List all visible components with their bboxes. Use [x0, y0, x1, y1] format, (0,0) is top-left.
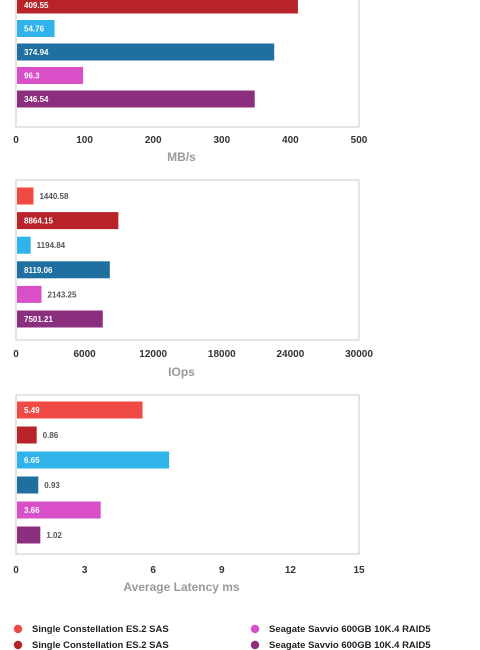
chart-panel-1: 1440.58 8864.15 1194.84 8119.06 2143.25 7501.…: [13, 179, 373, 379]
bar-value-label: 1440.58: [39, 192, 68, 201]
bar-series-0: [17, 401, 143, 419]
chart-panel-0: 409.55 54.76 374.94 96.3 346.54 0 100 200 300 400…: [13, 0, 368, 164]
legend-marker: [250, 640, 260, 650]
bar-series-3: [17, 261, 110, 279]
x-tick-label: 6000: [73, 349, 96, 360]
legend-marker: [13, 640, 23, 650]
x-tick-label: 0: [13, 349, 19, 360]
x-tick-label: 500: [351, 135, 368, 146]
x-axis-title: IOps: [168, 365, 195, 379]
bar-series-5: [17, 90, 255, 108]
bar-value-label: 0.86: [43, 431, 59, 440]
bar-value-label: 54.76: [24, 25, 45, 34]
bar-series-2: [17, 20, 55, 37]
bar-value-label: 409.55: [24, 1, 49, 10]
bar-value-label: 3.66: [24, 506, 40, 515]
bar-series-5: [17, 526, 41, 544]
bar-series-3: [17, 43, 275, 61]
bar-value-label: 8119.06: [24, 266, 53, 275]
legend-marker: [13, 624, 23, 634]
bar-value-label: 1.02: [46, 531, 62, 540]
bar-series-2: [17, 236, 31, 254]
bar-series-4: [17, 67, 84, 84]
x-tick-label: 15: [353, 565, 365, 576]
x-tick-label: 300: [213, 135, 230, 146]
x-tick-label: 30000: [345, 349, 373, 360]
legend-label: Single Constellation ES.2 SAS: [32, 640, 169, 650]
x-tick-label: 9: [219, 565, 225, 576]
bar-value-label: 8864.15: [24, 217, 53, 226]
x-tick-label: 0: [13, 135, 19, 146]
x-tick-label: 12000: [139, 349, 167, 360]
bar-value-label: 96.3: [24, 72, 40, 81]
bar-series-4: [17, 285, 42, 303]
bar-value-label: 1194.84: [37, 241, 66, 250]
plot-frame: [15, 0, 360, 128]
x-tick-label: 6: [150, 565, 156, 576]
bar-value-label: 5.49: [24, 406, 40, 415]
bar-series-1: [17, 0, 298, 14]
bar-value-label: 2143.25: [48, 290, 77, 299]
bar-series-3: [17, 476, 39, 494]
x-axis-title: MB/s: [167, 150, 196, 164]
bar-series-4: [17, 501, 101, 519]
legend-label: Seagate Savvio 600GB 10K.4 RAID5: [269, 624, 431, 635]
x-axis-title: Average Latency ms: [123, 580, 240, 594]
plot-frame: [15, 394, 360, 555]
bar-value-label: 346.54: [24, 95, 49, 104]
legend-label: Seagate Savvio 600GB 10K.4 RAID5: [269, 640, 431, 650]
x-tick-label: 400: [282, 135, 299, 146]
legend-marker: [250, 624, 260, 634]
bar-value-label: 7501.21: [24, 315, 53, 324]
bar-series-1: [17, 212, 119, 230]
bar-series-0: [17, 187, 34, 205]
bar-value-label: 6.65: [24, 456, 40, 465]
x-tick-label: 3: [82, 565, 88, 576]
x-tick-label: 100: [76, 135, 93, 146]
legend: Single Constellation ES.2 SAS Single Cons…: [13, 624, 431, 650]
x-tick-label: 24000: [276, 349, 304, 360]
bar-value-label: 0.93: [44, 481, 60, 490]
x-tick-label: 200: [145, 135, 162, 146]
bar-series-5: [17, 310, 103, 328]
bar-series-1: [17, 426, 37, 444]
bar-value-label: 374.94: [24, 48, 49, 57]
chart-panel-2: 5.49 0.86 6.65 0.93 3.66 1.02 0 3 6 9 12 15 Average …: [13, 394, 365, 594]
x-tick-label: 0: [13, 565, 19, 576]
x-tick-label: 18000: [208, 349, 236, 360]
x-tick-label: 12: [285, 565, 297, 576]
bar-series-2: [17, 451, 170, 469]
legend-label: Single Constellation ES.2 SAS: [32, 624, 169, 635]
